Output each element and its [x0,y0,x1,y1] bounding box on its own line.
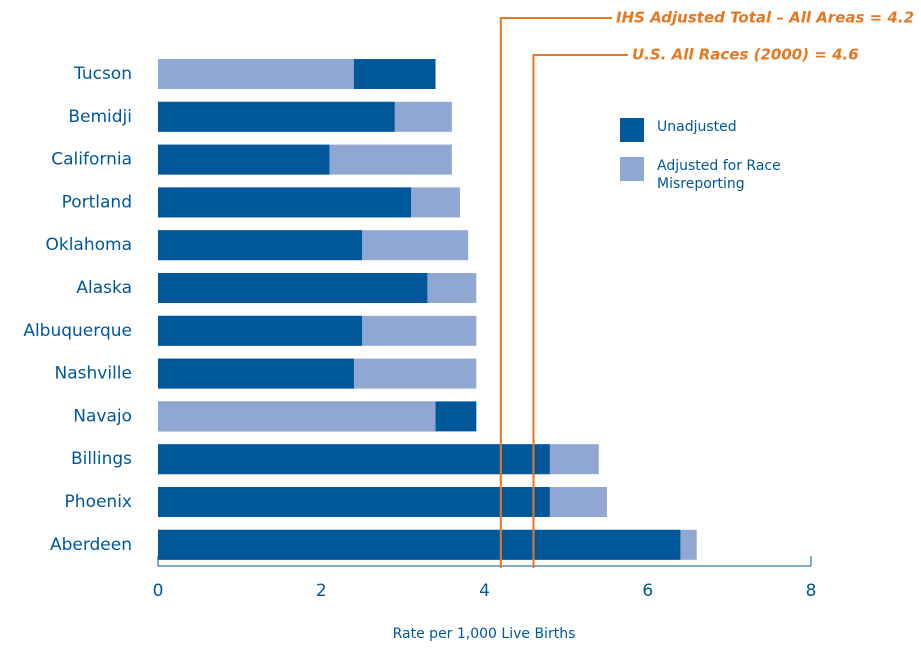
y-tick-label: Aberdeen [50,535,132,555]
x-tick-label: 8 [806,581,817,601]
bar [158,101,395,132]
y-tick-label: Billings [71,449,132,469]
bar [158,444,550,475]
y-tick-label: Oklahoma [45,235,132,255]
x-tick-label: 2 [316,581,327,601]
reference-label: IHS Adjusted Total – All Areas = 4.2 [616,9,914,27]
bar [158,230,363,261]
legend-item: Adjusted for Race Misreporting [620,157,797,193]
y-tick-label: Bemidji [68,107,132,127]
reference-label: U.S. All Races (2000) = 4.6 [632,46,859,64]
x-axis-label: Rate per 1,000 Live Births [393,626,576,642]
x-tick-label: 4 [479,581,490,601]
y-tick-label: Albuquerque [23,321,132,341]
bar [158,315,363,346]
reference-line [532,54,628,568]
reference-line [499,17,612,568]
y-tick-label: Phoenix [65,492,132,512]
y-tick-label: Alaska [76,278,132,298]
bar [158,401,436,432]
bar [158,59,354,89]
bar [158,144,330,175]
legend-item: Unadjusted [620,118,797,142]
y-tick-label: Nashville [55,364,132,384]
y-tick-label: Portland [62,192,132,212]
y-tick-label: Navajo [73,406,132,426]
bar [158,487,550,517]
legend-label: Adjusted for Race Misreporting [657,158,781,192]
legend-swatch [620,157,644,181]
y-tick-label: California [51,150,132,170]
bar [158,358,354,389]
x-tick-label: 6 [642,581,653,601]
x-tick-label: 0 [153,581,164,601]
legend-swatch [620,118,644,142]
bar [158,273,428,303]
bar [158,529,681,560]
y-tick-label: Tucson [73,64,132,84]
legend-label: Unadjusted [657,119,737,135]
bar [158,187,412,218]
